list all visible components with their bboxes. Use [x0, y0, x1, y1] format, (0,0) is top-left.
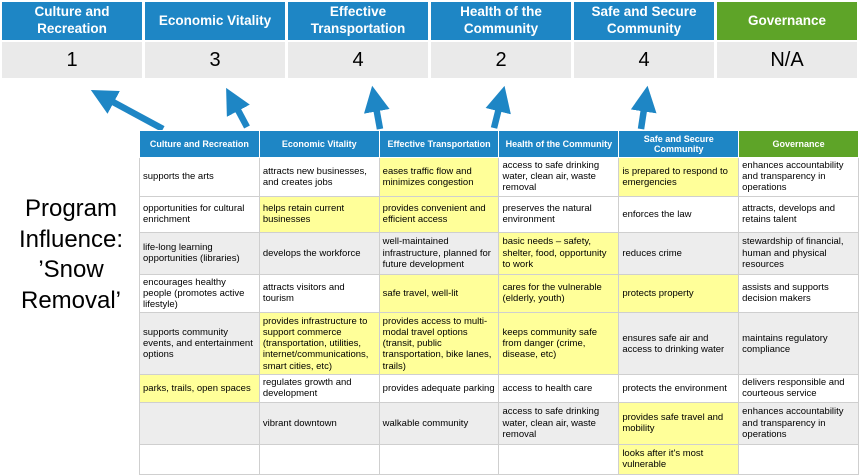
table-row: opportunities for cultural enrichment hel… — [139, 195, 859, 233]
matrix-cell: supports the arts — [139, 157, 260, 197]
summary-header: Governance — [717, 2, 857, 40]
matrix-cell: well-maintained infrastructure, planned … — [378, 231, 500, 275]
matrix-cell: walkable community — [378, 401, 500, 445]
score-arrow-3 — [364, 85, 390, 130]
matrix-cell: stewardship of financial, human and phys… — [738, 231, 859, 275]
matrix-column-header: Economic Vitality — [258, 130, 380, 158]
matrix-cell: assists and supports decision makers — [738, 273, 859, 314]
page-title: Program Influence: ’Snow Removal’ — [18, 195, 124, 315]
matrix-cell: supports community events, and entertain… — [139, 312, 260, 376]
matrix-header-row: Culture and Recreation Economic Vitality E… — [139, 130, 859, 158]
summary-column-3: Effective Transportation 4 — [288, 2, 428, 78]
summary-band: Culture and Recreation 1 Economic Vitality… — [2, 2, 857, 78]
matrix-cell-highlighted: keeps community safe from danger (crime,… — [498, 312, 620, 376]
table-row: looks after it's most vulnerable — [139, 443, 859, 475]
score-arrow-4 — [485, 85, 511, 129]
summary-column-1: Culture and Recreation 1 — [2, 2, 142, 78]
matrix-cell-highlighted: looks after it's most vulnerable — [618, 443, 740, 475]
summary-header: Safe and Secure Community — [574, 2, 714, 40]
matrix-cell: vibrant downtown — [258, 401, 380, 445]
matrix-cell-highlighted: cares for the vulnerable (elderly, youth… — [498, 273, 620, 314]
summary-header: Effective Transportation — [288, 2, 428, 40]
matrix-cell: encourages healthy people (promotes acti… — [139, 273, 260, 314]
matrix-cell-highlighted: provides access to multi-modal travel op… — [378, 312, 500, 376]
matrix-column-header: Health of the Community — [498, 130, 620, 158]
matrix-cell: reduces crime — [618, 231, 740, 275]
summary-header: Culture and Recreation — [2, 2, 142, 40]
table-row: supports community events, and entertain… — [139, 312, 859, 376]
matrix-cell: regulates growth and development — [258, 374, 380, 403]
summary-score: 2 — [431, 42, 571, 78]
summary-score: N/A — [717, 42, 857, 78]
matrix-cell: provides adequate parking — [378, 374, 500, 403]
matrix-cell-highlighted: is prepared to respond to emergencies — [618, 157, 740, 197]
matrix-cell: access to safe drinking water, clean air… — [498, 401, 620, 445]
table-row: life-long learning opportunities (librar… — [139, 231, 859, 275]
matrix-cell-highlighted: protects property — [618, 273, 740, 314]
matrix-cell: develops the workforce — [258, 231, 380, 275]
summary-score: 1 — [2, 42, 142, 78]
matrix-cell: access to safe drinking water, clean air… — [498, 157, 620, 197]
table-row: encourages healthy people (promotes acti… — [139, 273, 859, 314]
matrix-cell: life-long learning opportunities (librar… — [139, 231, 260, 275]
summary-header: Economic Vitality — [145, 2, 285, 40]
matrix-cell: preserves the natural environment — [498, 195, 620, 233]
summary-score: 3 — [145, 42, 285, 78]
summary-header: Health of the Community — [431, 2, 571, 40]
score-arrow-2 — [226, 87, 250, 129]
matrix-cell-highlighted: basic needs – safety, shelter, food, opp… — [498, 231, 620, 275]
matrix-cell: attracts, develops and retains talent — [738, 195, 859, 233]
matrix-cell: attracts new businesses, and creates job… — [258, 157, 380, 197]
table-row: vibrant downtown walkable community access… — [139, 401, 859, 445]
influence-matrix: Culture and Recreation Economic Vitality E… — [139, 130, 859, 475]
matrix-cell: access to health care — [498, 374, 620, 403]
summary-column-5: Safe and Secure Community 4 — [574, 2, 714, 78]
matrix-cell — [738, 443, 859, 475]
matrix-cell — [258, 443, 380, 475]
matrix-cell — [378, 443, 500, 475]
matrix-column-header: Effective Transportation — [378, 130, 500, 158]
matrix-cell-highlighted: helps retain current businesses — [258, 195, 380, 233]
matrix-cell: enhances accountability and transparency… — [738, 401, 859, 445]
summary-column-4: Health of the Community 2 — [431, 2, 571, 78]
matrix-cell — [139, 401, 260, 445]
matrix-cell — [498, 443, 620, 475]
matrix-column-header: Governance — [738, 130, 859, 158]
matrix-cell: opportunities for cultural enrichment — [139, 195, 260, 233]
matrix-cell: enhances accountability and transparency… — [738, 157, 859, 197]
matrix-column-header: Culture and Recreation — [139, 130, 260, 158]
matrix-cell: maintains regulatory compliance — [738, 312, 859, 376]
matrix-cell: delivers responsible and courteous servi… — [738, 374, 859, 403]
table-row: parks, trails, open spaces regulates grow… — [139, 374, 859, 403]
matrix-cell: enforces the law — [618, 195, 740, 233]
matrix-cell-highlighted: provides infrastructure to support comme… — [258, 312, 380, 376]
matrix-body: supports the arts attracts new businesses… — [139, 157, 859, 475]
matrix-cell-highlighted: parks, trails, open spaces — [139, 374, 260, 403]
summary-column-2: Economic Vitality 3 — [145, 2, 285, 78]
summary-score: 4 — [288, 42, 428, 78]
matrix-cell — [139, 443, 260, 475]
matrix-cell: attracts visitors and tourism — [258, 273, 380, 314]
score-arrow-1 — [90, 90, 165, 132]
summary-column-6: Governance N/A — [717, 2, 857, 78]
matrix-cell-highlighted: provides convenient and efficient access — [378, 195, 500, 233]
matrix-cell: ensures safe air and access to drinking … — [618, 312, 740, 376]
table-row: supports the arts attracts new businesses… — [139, 157, 859, 197]
matrix-cell-highlighted: safe travel, well-lit — [378, 273, 500, 314]
matrix-cell-highlighted: eases traffic flow and minimizes congest… — [378, 157, 500, 197]
matrix-cell-highlighted: provides safe travel and mobility — [618, 401, 740, 445]
summary-score: 4 — [574, 42, 714, 78]
matrix-cell: protects the environment — [618, 374, 740, 403]
matrix-column-header: Safe and Secure Community — [618, 130, 740, 158]
score-arrow-5 — [630, 85, 657, 130]
